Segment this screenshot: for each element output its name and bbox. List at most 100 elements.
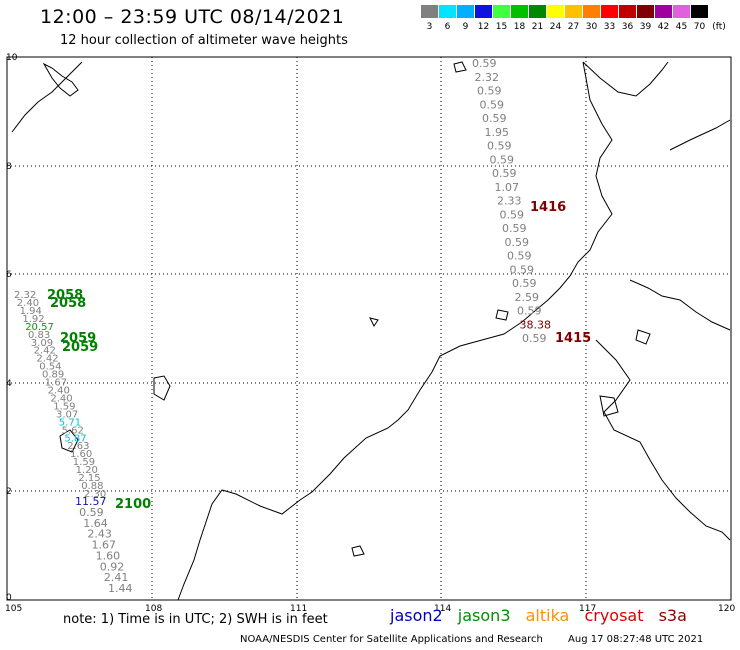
island-6 bbox=[453, 61, 467, 73]
swh-reading: 5.87 bbox=[64, 433, 86, 444]
legend-label: 15 bbox=[495, 22, 508, 32]
coast-malay-north bbox=[11, 61, 83, 133]
swh-reading: 2.41 bbox=[104, 571, 128, 584]
pass-time-label: 1416 bbox=[530, 200, 566, 215]
coastlines bbox=[11, 61, 731, 601]
sat-jason3: jason3 bbox=[457, 606, 511, 625]
swh-reading: 2.42 bbox=[36, 354, 58, 365]
pass-times: 1416 1415 2058 2058 2059 2059 2100 bbox=[47, 200, 591, 512]
swh-reading: 0.59 bbox=[512, 277, 537, 290]
swh-reading: 0.59 bbox=[480, 98, 505, 111]
swh-reading: 0.59 bbox=[502, 222, 527, 235]
lon-tick: 105 bbox=[5, 604, 22, 614]
lat-tick: 6 bbox=[6, 270, 12, 280]
swh-reading: 0.88 bbox=[81, 481, 103, 492]
satellite-legend: jason2 jason3 altika cryosat s3a bbox=[390, 606, 697, 625]
lat-tick: 10 bbox=[6, 53, 18, 63]
lon-tick: 108 bbox=[145, 604, 162, 614]
swh-reading: 0.89 bbox=[42, 370, 64, 381]
swh-reading: 2.33 bbox=[497, 195, 522, 208]
pass-time-label: 2058 bbox=[47, 288, 83, 303]
map-subtitle: 12 hour collection of altimeter wave hei… bbox=[60, 33, 348, 48]
legend-label: 33 bbox=[603, 22, 616, 32]
legend-label: 9 bbox=[462, 22, 469, 32]
pass-time-label: 2100 bbox=[115, 497, 151, 512]
swh-reading: 0.59 bbox=[507, 250, 532, 263]
legend-swatch bbox=[691, 5, 708, 18]
swh-reading: 38.38 bbox=[520, 318, 552, 331]
pass-time-label: 2059 bbox=[62, 340, 98, 355]
legend-swatch bbox=[565, 5, 582, 18]
pass-time-label: 1415 bbox=[555, 331, 591, 346]
pass-time-label: 2059 bbox=[60, 331, 96, 346]
lat-tick: 2 bbox=[6, 487, 12, 497]
lat-tick-labels: 0 2 4 6 8 10 bbox=[6, 53, 18, 603]
legend-label: 70 bbox=[693, 22, 706, 32]
legend-label: 3 bbox=[426, 22, 433, 32]
island-7 bbox=[369, 317, 379, 327]
swh-reading: 1.95 bbox=[485, 126, 510, 139]
legend-swatch bbox=[421, 5, 438, 18]
swh-reading: 0.59 bbox=[482, 112, 507, 125]
legend-swatch bbox=[637, 5, 654, 18]
swh-reading: 2.40 bbox=[48, 386, 70, 397]
track-west: 2.322.401.941.9220.570.833.092.422.420.5… bbox=[14, 290, 106, 500]
graticule bbox=[7, 57, 731, 600]
swh-reading: 0.59 bbox=[490, 153, 515, 166]
swh-reading: 1.67 bbox=[45, 378, 67, 389]
swh-reading: 2.15 bbox=[78, 473, 100, 484]
legend-label: 24 bbox=[549, 22, 562, 32]
legend-swatch bbox=[457, 5, 474, 18]
lon-tick: 117 bbox=[579, 604, 596, 614]
legend-label: 45 bbox=[675, 22, 688, 32]
swh-reading: 2.40 bbox=[17, 298, 39, 309]
legend-swatch bbox=[619, 5, 636, 18]
sat-cryosat: cryosat bbox=[584, 606, 644, 625]
swh-reading: 2.43 bbox=[87, 528, 112, 541]
legend-swatch bbox=[583, 5, 600, 18]
swh-reading: 1.92 bbox=[22, 314, 44, 325]
island-4 bbox=[599, 395, 619, 417]
legend-label: 27 bbox=[567, 22, 580, 32]
lat-tick: 0 bbox=[6, 593, 12, 603]
island-5 bbox=[495, 309, 509, 321]
swh-reading: 5.71 bbox=[59, 417, 81, 428]
lon-tick: 114 bbox=[434, 604, 451, 614]
pass-time-label: 2058 bbox=[50, 296, 86, 311]
swh-reading: 0.59 bbox=[492, 167, 517, 180]
island-3 bbox=[351, 545, 365, 557]
swh-reading: 2.40 bbox=[50, 394, 72, 405]
coast-north bbox=[629, 279, 731, 331]
legend-label: 21 bbox=[531, 22, 544, 32]
swh-reading: 1.07 bbox=[495, 181, 520, 194]
lat-tick: 8 bbox=[6, 162, 12, 172]
legend-swatch bbox=[475, 5, 492, 18]
sat-s3a: s3a bbox=[658, 606, 687, 625]
coast-sulawesi bbox=[669, 119, 731, 151]
swh-reading: 0.59 bbox=[472, 57, 497, 70]
legend-swatch bbox=[655, 5, 672, 18]
legend-label: 42 bbox=[657, 22, 670, 32]
swh-reading: 0.54 bbox=[39, 362, 61, 373]
swh-reading: 0.83 bbox=[28, 330, 50, 341]
map-frame bbox=[6, 56, 732, 601]
track-east: 0.592.320.590.590.591.950.590.590.591.07… bbox=[472, 57, 551, 345]
swh-reading: 2.30 bbox=[84, 489, 106, 500]
legend-label: 6 bbox=[444, 22, 451, 32]
swh-reading: 5.62 bbox=[62, 425, 84, 436]
legend-label: 39 bbox=[639, 22, 652, 32]
track-south: 11.570.591.642.431.671.600.922.411.44 bbox=[75, 495, 133, 595]
swh-reading: 0.59 bbox=[510, 263, 535, 276]
swh-reading: 1.60 bbox=[70, 449, 92, 460]
swh-reading: 0.59 bbox=[477, 85, 502, 98]
swh-reading: 1.67 bbox=[92, 539, 117, 552]
legend-swatch bbox=[601, 5, 618, 18]
swh-reading: 1.94 bbox=[20, 306, 42, 317]
generation-timestamp: Aug 17 08:27:48 UTC 2021 bbox=[568, 634, 704, 645]
legend-swatch bbox=[493, 5, 510, 18]
sat-jason2: jason2 bbox=[390, 606, 443, 625]
swh-reading: 2.63 bbox=[67, 441, 89, 452]
credit-line: NOAA/NESDIS Center for Satellite Applica… bbox=[240, 634, 703, 645]
island-8 bbox=[635, 329, 651, 345]
legend-label: 36 bbox=[621, 22, 634, 32]
